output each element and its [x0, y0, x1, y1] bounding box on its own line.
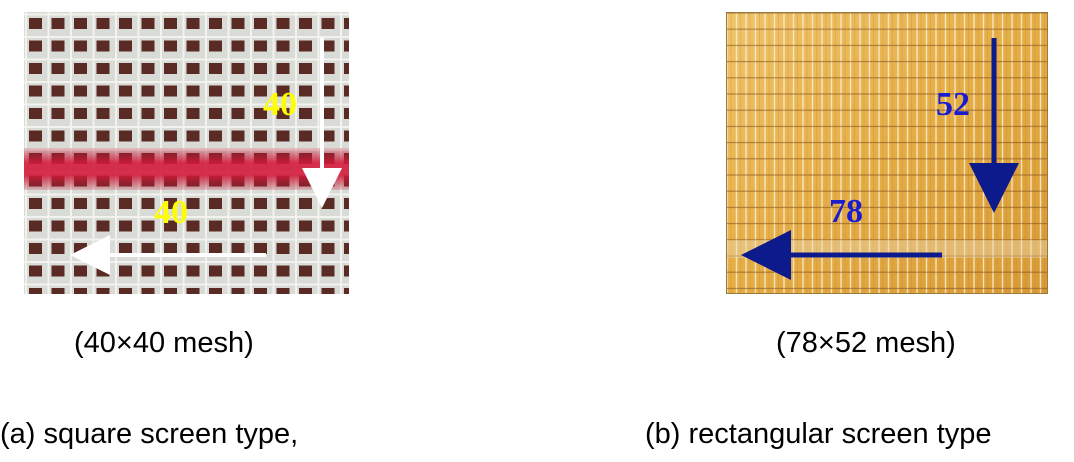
square-mesh-image: [24, 12, 349, 294]
rectangular-mesh-photo: [726, 12, 1048, 294]
horizontal-mesh-count: 40: [154, 194, 188, 231]
horizontal-mesh-count: 78: [829, 193, 863, 230]
square-mesh-photo: [24, 12, 349, 294]
mesh-caption: (40×40 mesh): [74, 327, 254, 359]
vertical-mesh-count: 40: [263, 86, 297, 123]
type-caption: (a) square screen type,: [0, 418, 299, 450]
type-caption: (b) rectangular screen type: [645, 418, 992, 450]
rectangular-mesh-image: [726, 12, 1048, 294]
vertical-mesh-count: 52: [936, 86, 970, 123]
mesh-caption: (78×52 mesh): [776, 327, 956, 359]
